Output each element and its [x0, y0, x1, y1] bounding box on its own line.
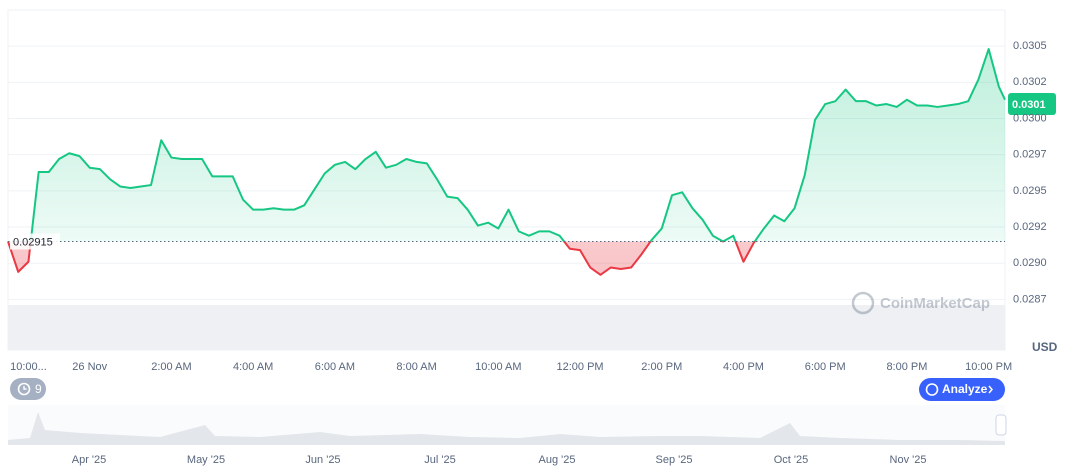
navigator-month: May '25	[187, 454, 225, 466]
alert-icon	[17, 382, 31, 396]
x-tick-label: 26 Nov	[72, 361, 107, 373]
navigator-area	[8, 412, 1005, 445]
area-up	[8, 49, 1005, 242]
y-tick-label: 0.0292	[1013, 221, 1047, 233]
x-tick-label: 8:00 PM	[886, 361, 927, 373]
x-tick-label: 8:00 AM	[396, 361, 436, 373]
navigator-month: Oct '25	[774, 454, 809, 466]
x-tick-label: 2:00 AM	[151, 361, 191, 373]
alert-pill[interactable]	[10, 378, 46, 400]
x-tick-label: 10:00 PM	[965, 361, 1012, 373]
navigator-month: Nov '25	[890, 454, 927, 466]
x-tick-label: 4:00 PM	[723, 361, 764, 373]
alert-badge[interactable]: 9	[10, 378, 46, 400]
y-tick-label: 0.0300	[1013, 112, 1047, 124]
y-tick-label: 0.0305	[1013, 40, 1047, 52]
x-tick-label: 10:00...	[10, 361, 47, 373]
currency-label: USD	[1032, 340, 1058, 354]
current-price-tag	[1008, 93, 1056, 116]
volume-band	[8, 305, 1005, 350]
alert-count[interactable]: 9	[35, 382, 42, 396]
alert-icon-hand	[23, 386, 27, 390]
y-tick-label: 0.0290	[1013, 257, 1047, 269]
baseline-label-bg	[10, 233, 60, 250]
x-tick-label: 10:00 AM	[475, 361, 521, 373]
navigator-month: Jun '25	[305, 454, 340, 466]
x-tick-label: 4:00 AM	[233, 361, 273, 373]
watermark-group: CoinMarketCap	[851, 291, 990, 315]
analyze-chevron	[988, 385, 993, 394]
navigator-handle[interactable]	[995, 414, 1007, 436]
y-tick-label: 0.0297	[1013, 149, 1047, 161]
y-tick-label: 0.0287	[1013, 293, 1047, 305]
current-price-label: 0.0301	[1012, 99, 1046, 111]
watermark: CoinMarketCap	[880, 295, 990, 312]
navigator-month: Jul '25	[424, 454, 455, 466]
x-tick-label: 2:00 PM	[641, 361, 682, 373]
area-down	[8, 241, 755, 275]
x-tick-label: 12:00 PM	[557, 361, 604, 373]
plot: 0.02915 0.0301	[7, 48, 1056, 276]
price-line-up	[8, 48, 1006, 242]
y-tick-label: 0.0295	[1013, 185, 1047, 197]
baseline-label: 0.02915	[13, 236, 53, 248]
navigator-month: Apr '25	[72, 454, 107, 466]
analyze-label[interactable]: Analyze	[942, 382, 988, 396]
x-tick-label: 6:00 AM	[315, 361, 355, 373]
watermark-logo	[851, 291, 875, 315]
analyze-icon	[925, 383, 939, 396]
navigator-month: Aug '25	[539, 454, 576, 466]
analyze-pill[interactable]	[919, 378, 1005, 401]
y-tick-label: 0.0302	[1013, 76, 1047, 88]
analyze-button[interactable]: Analyze	[919, 378, 1005, 401]
navigator-month: Sep '25	[656, 454, 693, 466]
x-tick-label: 6:00 PM	[805, 361, 846, 373]
navigator-labels: Apr '25 May '25 Jun '25 Jul '25 Aug '25 Sep '…	[72, 454, 927, 466]
